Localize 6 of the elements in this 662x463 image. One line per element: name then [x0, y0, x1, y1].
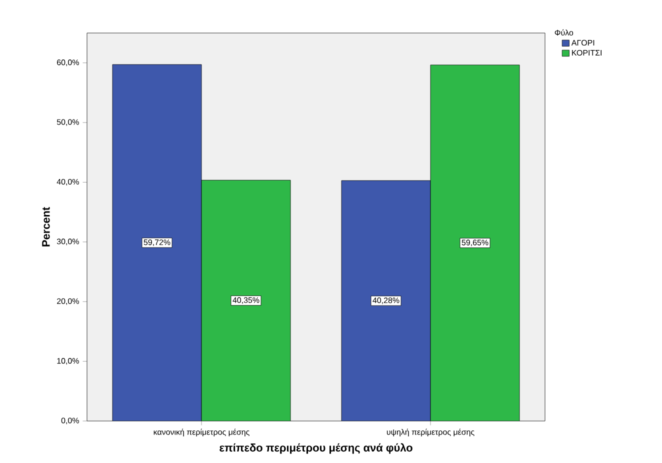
x-axis-title: επίπεδο περιμέτρου μέσης ανά φύλο — [220, 443, 412, 454]
bar — [201, 180, 291, 421]
y-axis-title: Percent — [42, 207, 50, 246]
bar — [430, 64, 520, 421]
bar — [341, 180, 431, 421]
bar — [112, 64, 202, 421]
